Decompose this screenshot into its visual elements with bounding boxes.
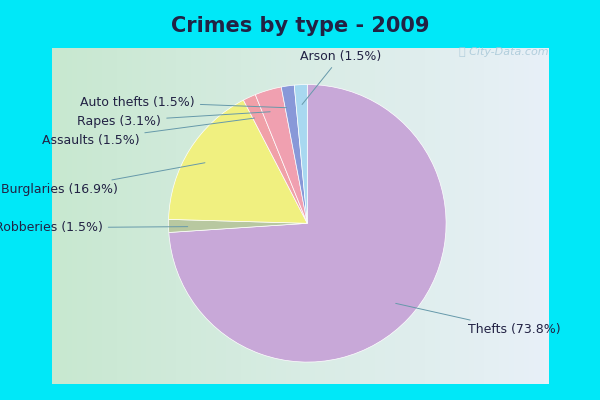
Text: Arson (1.5%): Arson (1.5%) [300,50,382,104]
Wedge shape [281,85,307,223]
Text: Burglaries (16.9%): Burglaries (16.9%) [1,163,205,196]
Wedge shape [256,87,307,223]
Text: Thefts (73.8%): Thefts (73.8%) [396,303,560,336]
Text: Crimes by type - 2009: Crimes by type - 2009 [171,16,429,36]
Text: ⓘ City-Data.com: ⓘ City-Data.com [459,47,549,57]
Wedge shape [169,219,307,232]
Wedge shape [169,100,307,223]
Wedge shape [169,84,446,362]
Wedge shape [294,84,307,223]
Text: Assaults (1.5%): Assaults (1.5%) [41,118,254,146]
Text: Auto thefts (1.5%): Auto thefts (1.5%) [80,96,287,108]
Text: Rapes (3.1%): Rapes (3.1%) [77,112,270,128]
Wedge shape [244,95,307,223]
Text: Robberies (1.5%): Robberies (1.5%) [0,221,188,234]
